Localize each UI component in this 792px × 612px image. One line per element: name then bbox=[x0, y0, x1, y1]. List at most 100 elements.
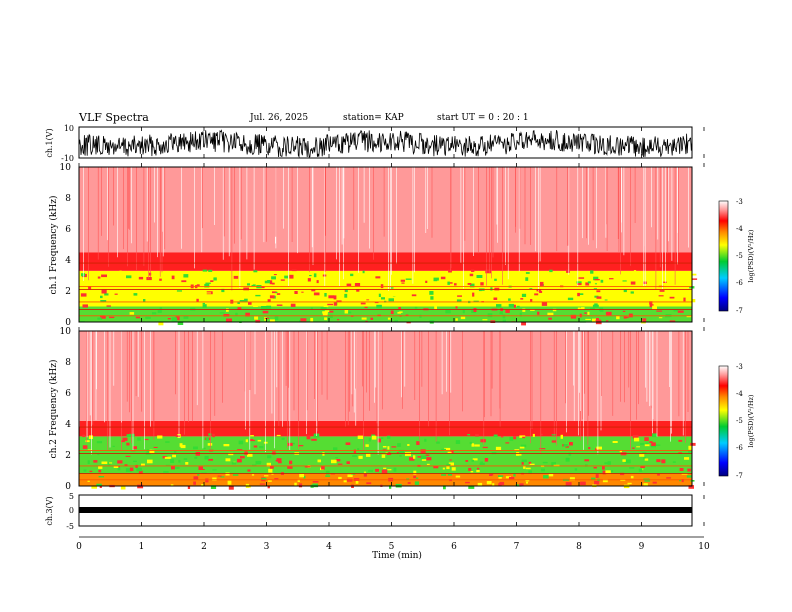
spectrogram-texture bbox=[386, 453, 392, 455]
spectrogram-texture bbox=[523, 465, 526, 469]
spectrogram-texture bbox=[328, 314, 333, 318]
spectrogram-texture bbox=[604, 462, 611, 465]
spectrogram-texture bbox=[357, 435, 364, 439]
spectrogram-texture bbox=[495, 446, 502, 451]
spectrogram-texture bbox=[525, 479, 530, 482]
spectrogram-texture bbox=[456, 299, 462, 302]
spectrogram-texture bbox=[346, 283, 352, 287]
spectrogram-texture bbox=[333, 295, 337, 300]
spectrogram-texture bbox=[262, 310, 269, 314]
spectrogram-texture bbox=[482, 319, 488, 321]
spectrogram-texture bbox=[447, 282, 453, 284]
spectrogram-texture bbox=[237, 449, 243, 451]
spectrogram-texture bbox=[569, 442, 573, 446]
spectrogram-texture bbox=[539, 291, 543, 293]
spectrogram-texture bbox=[171, 275, 175, 280]
spectrogram-texture bbox=[374, 301, 379, 304]
spectrogram-texture bbox=[243, 287, 249, 291]
spectrogram-texture bbox=[651, 442, 656, 446]
spectrogram-texture bbox=[528, 289, 534, 293]
spectrogram-texture bbox=[596, 296, 602, 299]
spectrogram-texture bbox=[471, 459, 474, 462]
spectrogram-texture bbox=[441, 448, 446, 450]
spectrogram-texture bbox=[276, 299, 281, 302]
spectrogram-texture bbox=[284, 275, 288, 279]
spectrogram-texture bbox=[112, 445, 115, 447]
spectrogram-texture bbox=[177, 302, 182, 304]
spectrogram-texture bbox=[594, 279, 600, 281]
spectrogram-texture bbox=[101, 461, 108, 464]
spectrogram-texture bbox=[690, 442, 696, 446]
time-tick-label: 9 bbox=[639, 542, 645, 552]
spectrogram-texture bbox=[484, 458, 489, 462]
spectrogram-texture bbox=[322, 311, 328, 314]
spectrogram-texture bbox=[365, 444, 369, 447]
spectrogram-texture bbox=[568, 452, 572, 456]
spectrogram-texture bbox=[320, 307, 327, 310]
spectrogram-texture bbox=[590, 307, 595, 310]
ch1-waveform-line bbox=[78, 129, 693, 159]
spectrogram-texture bbox=[125, 468, 132, 472]
spectrogram-texture bbox=[126, 442, 130, 446]
spectrogram-texture bbox=[303, 475, 306, 479]
spectrogram-texture bbox=[549, 269, 553, 273]
spectrogram-texture bbox=[530, 299, 533, 302]
spectrogram-texture bbox=[407, 444, 410, 446]
spectrogram-texture bbox=[528, 470, 532, 474]
spectrogram-texture bbox=[345, 289, 348, 293]
spectrogram-texture bbox=[104, 301, 108, 305]
ch2-cbar-tick-m7: -7 bbox=[736, 472, 743, 480]
spectrogram-texture bbox=[552, 302, 555, 305]
spectrogram-texture bbox=[163, 471, 169, 473]
spectrogram-texture bbox=[525, 467, 531, 470]
spectrogram-texture bbox=[361, 317, 367, 320]
spectrogram-texture bbox=[148, 272, 152, 276]
spectrogram-texture bbox=[388, 452, 391, 454]
spectrogram-texture bbox=[425, 457, 432, 461]
spectrogram-texture bbox=[98, 470, 102, 473]
spectrogram-texture bbox=[679, 479, 682, 482]
spectrogram-texture bbox=[247, 283, 250, 286]
ch2-cbar-tick-m5: -5 bbox=[736, 417, 743, 425]
spectrogram-texture bbox=[616, 294, 622, 297]
spectrogram-texture bbox=[533, 302, 540, 306]
spectrogram-texture bbox=[233, 275, 239, 279]
spectrogram-texture bbox=[291, 269, 297, 272]
spectrogram-texture bbox=[454, 283, 457, 286]
spectrogram-texture bbox=[259, 483, 266, 485]
spectrogram-texture bbox=[160, 292, 165, 294]
spectrogram-texture bbox=[371, 435, 377, 440]
spectrogram-texture bbox=[83, 469, 87, 472]
spectrogram-texture bbox=[159, 307, 163, 311]
spectrogram-texture bbox=[437, 280, 441, 283]
spectrogram-texture bbox=[411, 294, 417, 297]
spectrogram-texture bbox=[147, 459, 153, 464]
spectrogram-texture bbox=[469, 441, 472, 445]
ch1-cbar-tick-m6: -6 bbox=[736, 279, 743, 287]
spectrogram-texture bbox=[509, 436, 514, 441]
spectrogram-texture bbox=[487, 313, 493, 318]
spectrogram-texture bbox=[101, 316, 106, 319]
spectrogram-texture bbox=[80, 293, 87, 297]
spectrogram-texture bbox=[146, 449, 150, 454]
spectrogram-texture bbox=[477, 482, 483, 486]
spectrogram-texture bbox=[588, 447, 591, 450]
spectrogram-texture bbox=[652, 481, 657, 484]
spectrogram-texture bbox=[413, 470, 417, 475]
ch2-ytick-6: 6 bbox=[65, 389, 71, 399]
spectrogram-texture bbox=[619, 450, 622, 453]
spectrogram-texture bbox=[420, 455, 427, 460]
spectrogram-texture bbox=[208, 433, 212, 436]
spectrogram-texture bbox=[465, 460, 469, 462]
spectrogram-texture bbox=[509, 277, 515, 281]
spectrogram-texture bbox=[201, 484, 204, 487]
spectrogram-texture bbox=[267, 485, 270, 489]
spectrogram-texture bbox=[259, 446, 264, 449]
spectrogram-texture bbox=[476, 275, 483, 278]
spectrogram-texture bbox=[397, 287, 400, 289]
ch2-ytick-10: 10 bbox=[60, 327, 72, 337]
spectrogram-texture bbox=[312, 483, 319, 488]
spectrogram-texture bbox=[335, 459, 341, 462]
spectrogram-texture bbox=[100, 300, 107, 303]
spectrogram-texture bbox=[276, 458, 282, 462]
